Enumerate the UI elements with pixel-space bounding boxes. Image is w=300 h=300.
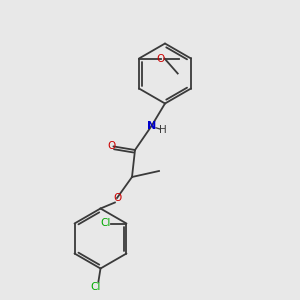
Text: O: O bbox=[108, 141, 116, 152]
Text: Cl: Cl bbox=[91, 282, 101, 292]
Text: Cl: Cl bbox=[100, 218, 111, 229]
Text: H: H bbox=[159, 125, 167, 135]
Text: O: O bbox=[157, 53, 165, 64]
Text: O: O bbox=[113, 193, 121, 203]
Text: N: N bbox=[147, 121, 156, 131]
